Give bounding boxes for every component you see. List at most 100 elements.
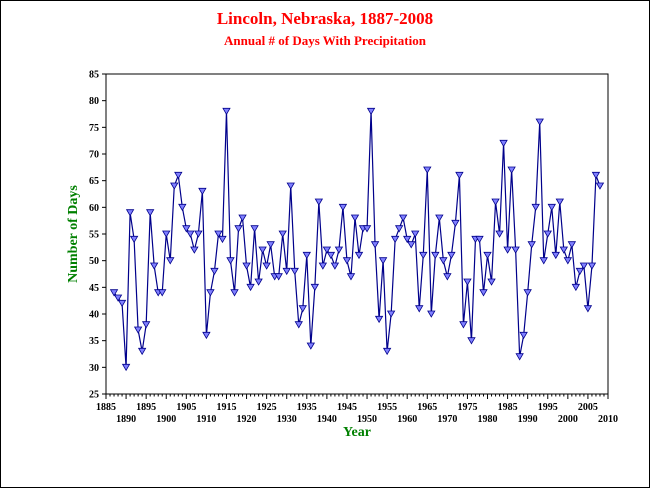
data-point: [531, 203, 540, 212]
data-point: [145, 209, 155, 217]
data-point: [527, 241, 536, 249]
x-tick-label: 1950: [357, 414, 377, 425]
data-point: [198, 187, 207, 196]
data-point: [386, 310, 396, 318]
data-point: [318, 262, 328, 270]
data-point: [238, 214, 247, 222]
y-tick-label: 60: [89, 203, 99, 214]
data-point: [451, 219, 460, 228]
data-point: [242, 262, 251, 270]
data-point: [403, 235, 412, 244]
y-tick-label: 35: [89, 336, 99, 347]
data-point: [302, 251, 311, 260]
data-point: [535, 118, 544, 126]
data-point: [322, 246, 332, 254]
x-tick-label: 1890: [116, 414, 136, 425]
data-point: [258, 246, 267, 254]
data-point: [591, 171, 601, 180]
data-point: [234, 225, 243, 233]
y-tick-label: 30: [89, 363, 99, 374]
data-point: [174, 171, 183, 180]
data-point: [162, 230, 171, 238]
data-point: [519, 331, 528, 340]
data-point: [443, 273, 452, 281]
data-point: [125, 209, 135, 217]
data-point: [455, 171, 464, 180]
y-tick-label: 65: [89, 176, 99, 187]
data-point: [407, 241, 416, 249]
data-point: [294, 321, 303, 329]
data-point: [246, 283, 255, 292]
data-point: [250, 225, 259, 233]
data-point: [378, 257, 388, 265]
x-axis: 1885 1895 1905 1915 1925 1935 1945 1955 1965 1975…: [96, 394, 618, 425]
chart-subtitle: Annual # of Days With Precipitation: [224, 33, 426, 48]
x-tick-label: 1935: [297, 402, 317, 413]
data-point: [547, 203, 556, 212]
data-point: [310, 283, 320, 292]
data-point: [427, 310, 436, 318]
x-tick-label: 1995: [538, 402, 558, 413]
data-point: [186, 230, 195, 238]
y-tick-label: 75: [89, 123, 99, 134]
data-point: [206, 289, 215, 297]
data-point: [282, 267, 291, 276]
x-tick-label: 1885: [96, 402, 116, 413]
data-point: [218, 235, 227, 244]
data-point: [370, 241, 380, 249]
data-point: [467, 337, 476, 345]
data-point: [334, 246, 344, 254]
x-tick-label: 1985: [498, 402, 518, 413]
data-point: [575, 267, 585, 276]
data-point: [567, 241, 577, 249]
x-tick-label: 1930: [277, 414, 297, 425]
x-tick-label: 1990: [518, 414, 538, 425]
x-tick-label: 1955: [377, 402, 397, 413]
y-tick-label: 85: [89, 70, 99, 81]
y-tick-label: 55: [89, 230, 99, 241]
x-tick-label: 1900: [156, 414, 176, 425]
x-tick-label: 1905: [176, 402, 196, 413]
data-point: [543, 230, 552, 238]
y-tick-label: 25: [89, 390, 99, 401]
x-tick-label: 1980: [478, 414, 498, 425]
data-point: [210, 267, 219, 276]
data-point: [314, 198, 324, 206]
data-point: [306, 342, 316, 350]
data-point: [342, 257, 352, 265]
chart-title: Lincoln, Nebraska, 1887-2008: [216, 9, 434, 28]
x-tick-label: 1925: [257, 402, 277, 413]
data-point: [166, 257, 175, 265]
data-point: [463, 278, 472, 286]
x-tick-label: 2010: [598, 414, 618, 425]
data-point: [149, 262, 159, 270]
x-axis-title: Year: [343, 425, 371, 440]
y-tick-label: 80: [89, 96, 99, 107]
data-point: [278, 230, 287, 238]
data-point: [515, 353, 524, 361]
data-point: [415, 305, 424, 313]
data-point: [117, 299, 127, 308]
y-tick-label: 50: [89, 256, 99, 267]
data-point: [202, 331, 211, 340]
data-point: [499, 139, 508, 148]
data-point: [479, 289, 488, 297]
data-point: [431, 251, 440, 260]
data-point: [539, 257, 548, 265]
x-tick-label: 1975: [457, 402, 477, 413]
data-point: [495, 230, 504, 238]
data-point: [222, 107, 231, 116]
data-point: [571, 283, 581, 292]
data-point: [129, 235, 139, 244]
y-tick-label: 45: [89, 283, 99, 294]
x-tick-label: 1965: [417, 402, 437, 413]
data-point: [338, 203, 348, 212]
data-point: [419, 251, 428, 260]
x-tick-label: 1940: [317, 414, 337, 425]
y-tick-label: 70: [89, 150, 99, 161]
data-point: [182, 225, 191, 233]
data-point: [133, 326, 143, 334]
data-point: [262, 262, 271, 270]
